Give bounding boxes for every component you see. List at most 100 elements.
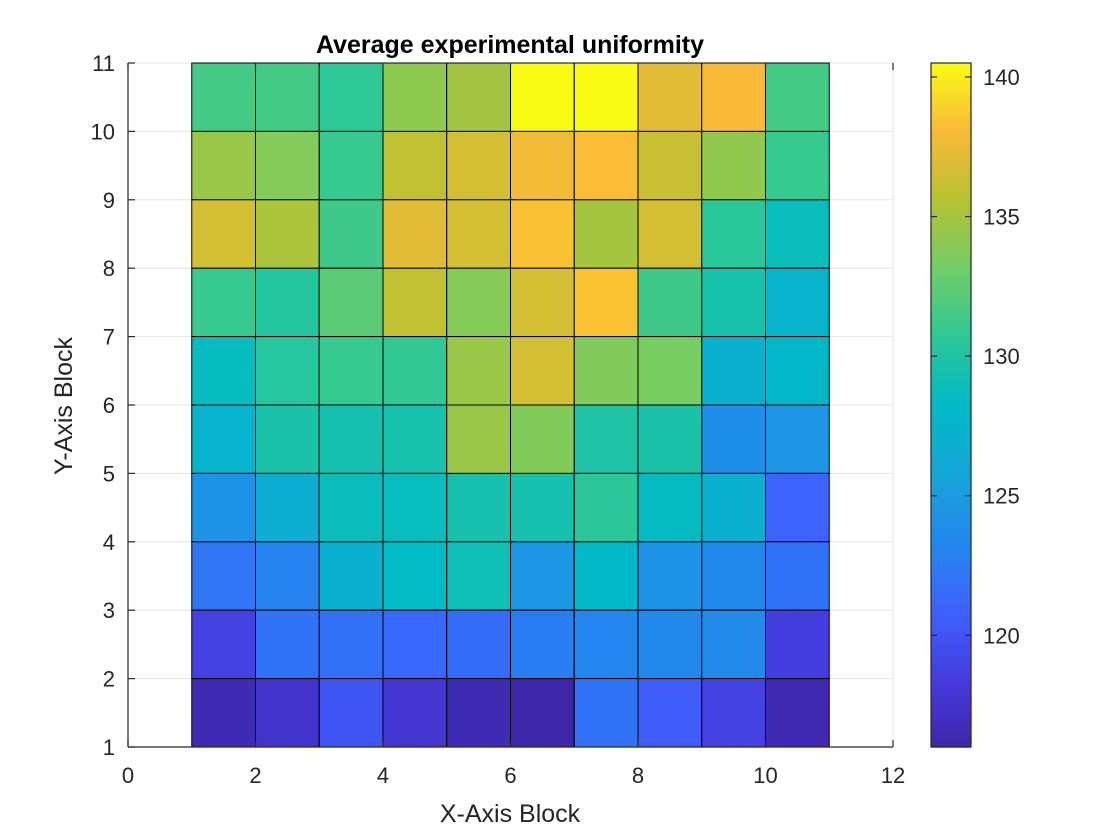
- colorbar-tick-label: 120: [983, 623, 1020, 648]
- colorbar-segment: [931, 102, 971, 110]
- heatmap-cell: [701, 609, 766, 680]
- colorbar-segment: [931, 74, 971, 81]
- colorbar-segment: [931, 604, 971, 611]
- heatmap-cell: [637, 130, 703, 201]
- heatmap-cell: [637, 267, 703, 338]
- heatmap-cell: [191, 267, 256, 338]
- heatmap-cell: [318, 541, 384, 611]
- heatmap-cell: [446, 404, 511, 474]
- colorbar-segment: [931, 148, 971, 155]
- colorbar-segment: [931, 433, 971, 440]
- heatmap-cell: [510, 62, 575, 132]
- colorbar-segment: [931, 205, 971, 212]
- y-tick-label: 8: [103, 256, 115, 281]
- colorbar-segment: [931, 690, 971, 697]
- colorbar-segment: [931, 216, 971, 224]
- colorbar-frame: [930, 62, 972, 748]
- colorbar-segment: [931, 484, 971, 492]
- colorbar-segment: [931, 615, 971, 623]
- colorbar-segment: [931, 382, 971, 389]
- colorbar-segment: [931, 490, 971, 497]
- colorbar-segment: [931, 211, 971, 218]
- colorbar-segment: [931, 256, 971, 264]
- heatmap-cell: [573, 609, 639, 680]
- colorbar-segment: [931, 108, 971, 115]
- heatmap-cell: [573, 336, 639, 406]
- colorbar-segment: [931, 593, 971, 600]
- colorbar-segment: [931, 91, 971, 98]
- heatmap-cell: [765, 404, 830, 474]
- heatmap-cell: [765, 199, 830, 269]
- heatmap-cell: [510, 130, 575, 201]
- heatmap-cell: [318, 609, 384, 680]
- heatmap-cell: [765, 472, 830, 543]
- heatmap-cell: [701, 336, 766, 406]
- colorbar-segment: [931, 285, 971, 292]
- colorbar-segment: [931, 684, 971, 691]
- colorbar-segment: [931, 558, 971, 566]
- heatmap-cell: [446, 199, 511, 269]
- y-tick-label: 5: [103, 461, 115, 486]
- colorbar-segment: [931, 171, 971, 178]
- colorbar-segment: [931, 387, 971, 395]
- y-tick-label: 7: [103, 325, 115, 350]
- heatmap-cell: [255, 130, 320, 201]
- colorbar-segment: [931, 120, 971, 127]
- colorbar-segment: [931, 296, 971, 303]
- heatmap-cell: [510, 472, 575, 543]
- heatmap-cell: [573, 130, 639, 201]
- heatmap-cell: [255, 404, 320, 474]
- colorbar-segment: [931, 507, 971, 514]
- heatmap-cell: [573, 62, 639, 132]
- colorbar-tick-label: 135: [983, 205, 1020, 230]
- colorbar-segment: [931, 114, 971, 121]
- colorbar-segment: [931, 154, 971, 161]
- heatmap-cell: [191, 541, 256, 611]
- colorbar-segment: [931, 422, 971, 429]
- colorbar-segment: [931, 638, 971, 645]
- colorbar-segment: [931, 63, 971, 70]
- colorbar-segment: [931, 701, 971, 708]
- heatmap-cell: [255, 609, 320, 680]
- colorbar-segment: [931, 376, 971, 383]
- colorbar-segment: [931, 262, 971, 269]
- colorbar-segment: [931, 68, 971, 75]
- heatmap-cell: [637, 472, 703, 543]
- colorbar-segment: [931, 570, 971, 577]
- colorbar-segment: [931, 188, 971, 195]
- colorbar-segment: [931, 621, 971, 628]
- heatmap-cell: [446, 130, 511, 201]
- heatmap-cell: [191, 130, 256, 201]
- colorbar-segment: [931, 650, 971, 657]
- heatmap-cell: [318, 267, 384, 338]
- heatmap-cell: [382, 609, 448, 680]
- x-tick-label: 10: [753, 763, 777, 788]
- x-tick-label: 2: [249, 763, 261, 788]
- heatmap-cell: [637, 541, 703, 611]
- colorbar-segment: [931, 695, 971, 702]
- heatmap-cell: [382, 472, 448, 543]
- colorbar-segment: [931, 444, 971, 452]
- heatmap-cell: [382, 541, 448, 611]
- colorbar-segment: [931, 194, 971, 201]
- colorbar-segment: [931, 598, 971, 606]
- heatmap-cell: [701, 199, 766, 269]
- heatmap-cell: [701, 541, 766, 611]
- colorbar-segment: [931, 228, 971, 235]
- colorbar-segment: [931, 439, 971, 446]
- heatmap-cell: [637, 199, 703, 269]
- y-tick-label: 4: [103, 530, 115, 555]
- heatmap-cell: [446, 336, 511, 406]
- heatmap-cell: [446, 62, 511, 132]
- heatmap-cell: [765, 609, 830, 680]
- y-tick-label: 1: [103, 735, 115, 760]
- heatmap-cell: [510, 609, 575, 680]
- colorbar-segment: [931, 313, 971, 321]
- heatmap-cell: [382, 678, 448, 748]
- colorbar-segment: [931, 610, 971, 617]
- heatmap-cell: [573, 267, 639, 338]
- colorbar-segment: [931, 501, 971, 509]
- x-tick-label: 8: [632, 763, 644, 788]
- colorbar-segment: [931, 553, 971, 560]
